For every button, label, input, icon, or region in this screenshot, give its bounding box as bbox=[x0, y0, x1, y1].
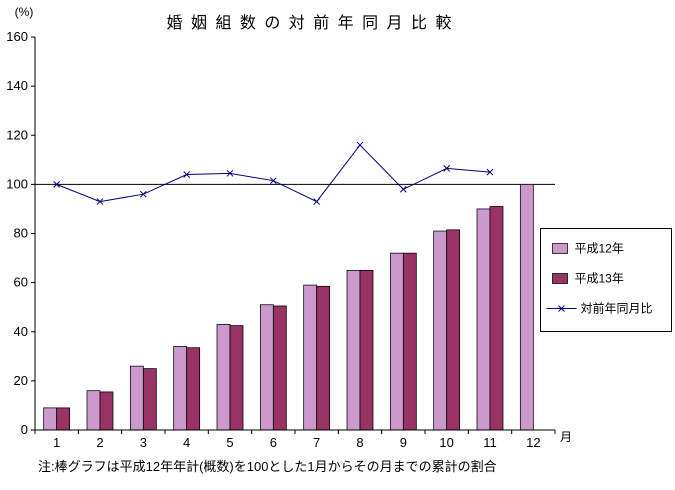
x-axis-unit-label: 月 bbox=[560, 430, 572, 444]
bar bbox=[303, 284, 318, 431]
y-tick-label: 20 bbox=[14, 373, 28, 388]
x-tick-label: 3 bbox=[140, 435, 147, 450]
bar bbox=[359, 269, 374, 431]
x-tick-label: 7 bbox=[313, 435, 320, 450]
x-marker bbox=[356, 141, 364, 149]
legend-label: 平成12年 bbox=[575, 242, 624, 256]
x-marker bbox=[443, 165, 451, 172]
x-marker bbox=[96, 198, 104, 205]
y-tick-label: 160 bbox=[6, 29, 28, 44]
bar bbox=[129, 365, 144, 431]
y-tick-label: 140 bbox=[6, 78, 28, 93]
bar bbox=[259, 304, 274, 431]
x-tick-label: 12 bbox=[526, 435, 540, 450]
bar bbox=[489, 206, 504, 431]
series-line bbox=[56, 144, 491, 203]
bar bbox=[519, 184, 534, 431]
x-marker bbox=[313, 198, 321, 205]
bar bbox=[402, 252, 417, 431]
bar bbox=[142, 368, 157, 431]
x-marker bbox=[486, 168, 494, 176]
legend-label: 平成13年 bbox=[575, 272, 624, 286]
bar bbox=[216, 324, 231, 431]
y-tick-label: 60 bbox=[14, 275, 28, 290]
bar bbox=[229, 325, 244, 431]
x-tick-label: 2 bbox=[96, 435, 103, 450]
x-tick-label: 4 bbox=[183, 435, 190, 450]
line-series-group bbox=[53, 141, 494, 205]
y-tick-label: 120 bbox=[6, 127, 28, 142]
y-tick-label: 100 bbox=[6, 176, 28, 191]
chart-note: 注:棒グラフは平成12年年計(概数)を100とした1月からその月までの累計の割合 bbox=[38, 459, 497, 474]
chart-title: 婚 姻 組 数 の 対 前 年 同 月 比 較 bbox=[167, 14, 454, 32]
bar bbox=[86, 390, 101, 431]
x-marker bbox=[269, 177, 277, 185]
x-marker bbox=[139, 190, 147, 198]
bar bbox=[173, 346, 188, 431]
x-tick-label: 10 bbox=[439, 435, 453, 450]
bar bbox=[476, 208, 491, 431]
x-tick-label: 5 bbox=[226, 435, 233, 450]
bar bbox=[389, 252, 404, 431]
bar bbox=[43, 407, 58, 431]
y-axis-unit-label: (%) bbox=[15, 5, 34, 19]
bar bbox=[99, 391, 114, 431]
y-tick-label: 0 bbox=[21, 422, 28, 437]
bar bbox=[272, 305, 287, 431]
bar bbox=[56, 407, 71, 431]
x-marker bbox=[399, 185, 407, 193]
y-tick-label: 80 bbox=[14, 226, 28, 241]
y-tick-label: 40 bbox=[14, 324, 28, 339]
bar bbox=[433, 230, 448, 431]
x-tick-label: 9 bbox=[400, 435, 407, 450]
legend-swatch bbox=[552, 273, 568, 284]
x-tick-label: 1 bbox=[53, 435, 60, 450]
legend-x-marker bbox=[558, 305, 565, 312]
bar bbox=[446, 229, 461, 431]
x-tick-label: 6 bbox=[270, 435, 277, 450]
bar-series-group bbox=[43, 184, 534, 431]
x-marker bbox=[183, 171, 191, 178]
x-tick-label: 8 bbox=[356, 435, 363, 450]
x-marker bbox=[226, 169, 234, 177]
legend-label: 対前年同月比 bbox=[581, 301, 653, 316]
x-tick-label: 11 bbox=[483, 435, 497, 450]
axes-group bbox=[31, 36, 556, 434]
bar bbox=[316, 285, 331, 431]
x-marker bbox=[53, 181, 61, 188]
legend-swatch bbox=[552, 243, 568, 254]
bar bbox=[186, 347, 201, 431]
bar bbox=[346, 269, 361, 431]
